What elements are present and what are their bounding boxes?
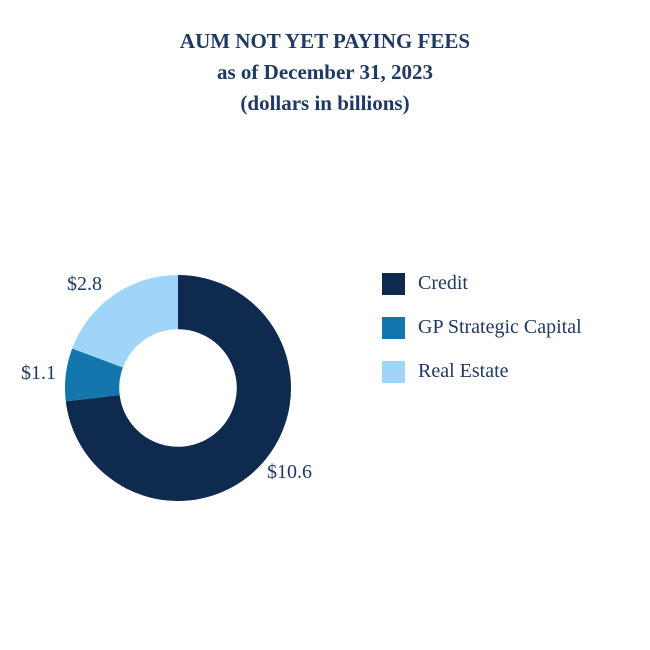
chart-title: AUM NOT YET PAYING FEES [179,29,471,53]
donut-segment-credit [65,275,291,501]
chart-subtitle-units: (dollars in billions) [240,91,410,115]
donut-chart [65,275,291,501]
legend-label-gp-strategic-capital: GP Strategic Capital [418,316,582,338]
legend-item-credit: Credit [382,272,582,295]
legend-item-gp-strategic-capital: GP Strategic Capital [382,316,582,339]
legend-item-real-estate: Real Estate [382,360,582,383]
legend-label-real-estate: Real Estate [418,360,509,382]
legend-label-credit: Credit [418,272,468,294]
legend: Credit GP Strategic Capital Real Estate [382,272,582,383]
legend-swatch-credit [382,272,405,295]
legend-swatch-gp-strategic-capital [382,316,405,339]
donut-segment-gp-strategic-capital [65,348,123,402]
value-label-gp-strategic-capital: $1.1 [21,362,56,384]
chart-header: AUM NOT YET PAYING FEES as of December 3… [0,26,650,119]
legend-swatch-real-estate [382,360,405,383]
chart-subtitle-date: as of December 31, 2023 [217,60,433,84]
donut-segment-real-estate [72,275,178,368]
value-label-credit: $10.6 [267,461,312,483]
value-label-real-estate: $2.8 [67,273,102,295]
